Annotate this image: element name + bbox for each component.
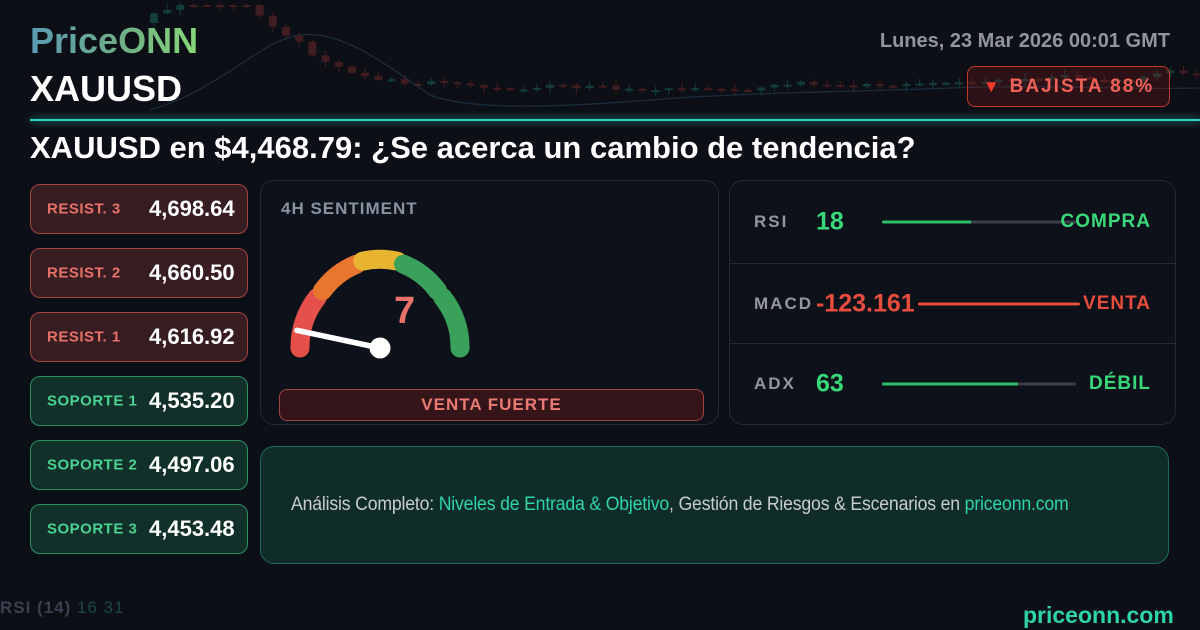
svg-text:7: 7 — [394, 290, 415, 332]
